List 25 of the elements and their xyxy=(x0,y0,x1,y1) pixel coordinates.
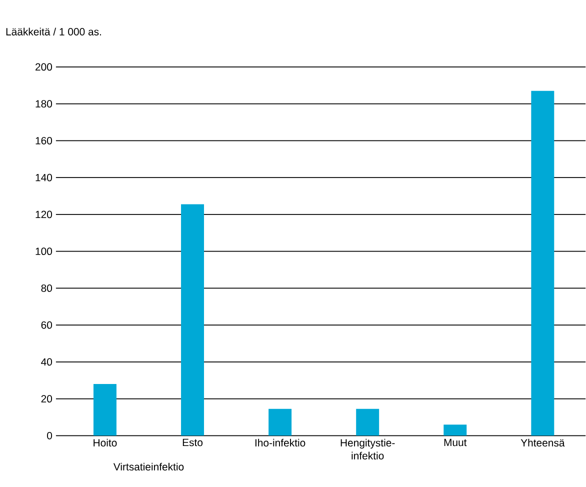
y-tick-label: 20 xyxy=(41,395,52,403)
y-tick-label: 200 xyxy=(36,63,52,71)
y-tick-label: 80 xyxy=(41,284,52,292)
x-tick-label: Esto xyxy=(182,439,203,446)
bar xyxy=(444,424,467,436)
y-tick-label: 0 xyxy=(47,432,52,440)
bar xyxy=(531,91,554,436)
x-tick-label: Yhteensä xyxy=(520,439,565,447)
x-tick-label: Hoito xyxy=(94,439,117,447)
y-tick-label: 100 xyxy=(36,248,52,256)
y-tick-label: 60 xyxy=(41,322,52,329)
y-tick-label: 160 xyxy=(36,137,52,145)
y-tick-label: 40 xyxy=(41,358,52,366)
bar xyxy=(356,409,380,436)
x-tick-label: Iho-infektio xyxy=(255,439,306,447)
text: Virtsatieinfektio xyxy=(113,463,184,471)
bar xyxy=(93,384,116,436)
y-tick-label: 120 xyxy=(36,210,52,218)
bar xyxy=(181,204,204,436)
x-tick-label: Muut xyxy=(444,439,467,446)
x-tick-label: Hengitystie-infektio xyxy=(340,439,395,460)
bar xyxy=(268,409,292,436)
y-tick-label: 180 xyxy=(36,100,52,108)
y-tick-label: 140 xyxy=(36,174,52,182)
y-axis-title: Lääkkeitä / 1 000 as. xyxy=(6,28,102,36)
